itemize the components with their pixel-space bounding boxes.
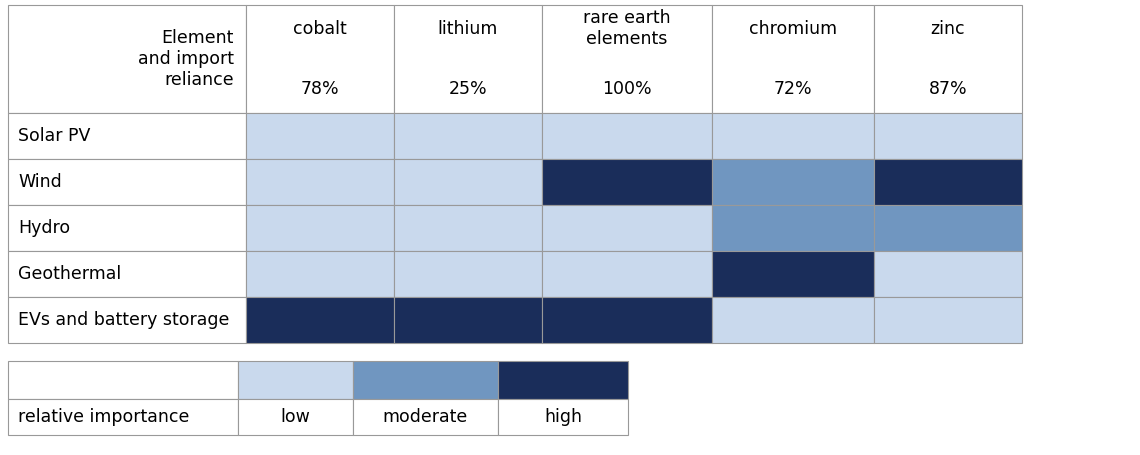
Text: Solar PV: Solar PV — [18, 127, 90, 145]
Bar — [353, 399, 498, 435]
Bar — [712, 113, 874, 159]
Bar — [8, 159, 246, 205]
Bar — [542, 205, 712, 251]
Bar — [238, 399, 353, 435]
Text: relative importance: relative importance — [18, 408, 189, 426]
Text: Hydro: Hydro — [18, 219, 71, 237]
Text: Wind: Wind — [18, 173, 62, 191]
Text: moderate: moderate — [383, 408, 469, 426]
Bar — [394, 251, 542, 297]
Text: low: low — [280, 408, 310, 426]
Bar — [874, 113, 1021, 159]
Text: Element
and import
reliance: Element and import reliance — [138, 29, 234, 89]
Bar — [394, 297, 542, 343]
Bar — [8, 205, 246, 251]
Bar — [542, 297, 712, 343]
Bar — [712, 297, 874, 343]
Bar — [246, 297, 394, 343]
Bar — [246, 113, 394, 159]
Bar — [246, 159, 394, 205]
Text: 25%: 25% — [449, 80, 487, 98]
Text: high: high — [544, 408, 583, 426]
Text: rare earth
elements: rare earth elements — [584, 10, 670, 48]
Bar — [8, 251, 246, 297]
Bar — [246, 205, 394, 251]
Bar — [874, 205, 1021, 251]
Bar — [8, 361, 238, 399]
Bar — [712, 5, 874, 113]
Text: 100%: 100% — [602, 80, 652, 98]
Text: lithium: lithium — [438, 20, 498, 38]
Bar — [238, 361, 353, 399]
Bar — [8, 5, 246, 113]
Bar — [542, 251, 712, 297]
Bar — [8, 297, 246, 343]
Bar — [498, 361, 628, 399]
Bar — [394, 159, 542, 205]
Bar — [353, 361, 498, 399]
Bar — [498, 399, 628, 435]
Text: chromium: chromium — [749, 20, 837, 38]
Text: 78%: 78% — [301, 80, 340, 98]
Text: 87%: 87% — [929, 80, 968, 98]
Bar — [712, 251, 874, 297]
Bar — [394, 5, 542, 113]
Bar — [246, 5, 394, 113]
Bar — [542, 5, 712, 113]
Bar — [874, 5, 1021, 113]
Bar — [246, 251, 394, 297]
Bar — [874, 159, 1021, 205]
Text: EVs and battery storage: EVs and battery storage — [18, 311, 229, 329]
Bar — [394, 113, 542, 159]
Bar — [542, 113, 712, 159]
Bar — [874, 251, 1021, 297]
Text: zinc: zinc — [930, 20, 966, 38]
Bar — [712, 159, 874, 205]
Bar — [8, 399, 238, 435]
Bar — [874, 297, 1021, 343]
Bar — [8, 113, 246, 159]
Text: cobalt: cobalt — [293, 20, 347, 38]
Bar — [394, 205, 542, 251]
Text: 72%: 72% — [774, 80, 813, 98]
Bar — [712, 205, 874, 251]
Text: Geothermal: Geothermal — [18, 265, 121, 283]
Bar — [542, 159, 712, 205]
